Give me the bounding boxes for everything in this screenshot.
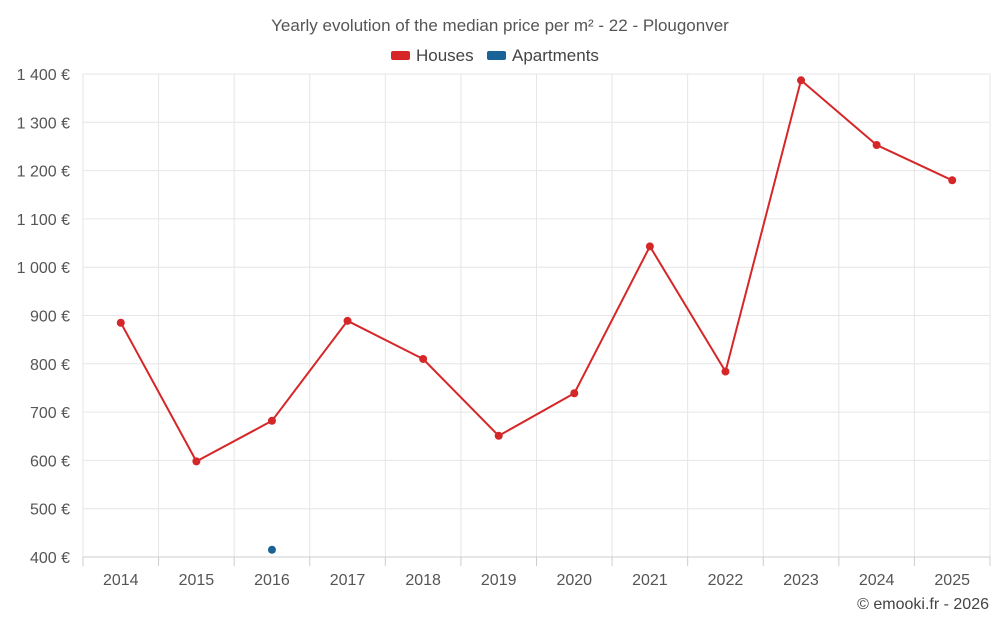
x-tick-label: 2020 <box>556 572 592 589</box>
legend-label-houses: Houses <box>416 46 474 65</box>
y-tick-label: 800 € <box>30 357 70 374</box>
data-point-houses[interactable] <box>570 389 579 398</box>
y-tick-label: 400 € <box>30 550 70 567</box>
x-tick-label: 2024 <box>859 572 895 589</box>
y-tick-label: 1 400 € <box>17 67 70 84</box>
chart-title: Yearly evolution of the median price per… <box>271 16 729 35</box>
x-tick-label: 2025 <box>934 572 970 589</box>
x-tick-label: 2017 <box>330 572 366 589</box>
x-tick-label: 2014 <box>103 572 139 589</box>
data-point-houses[interactable] <box>721 367 730 376</box>
x-axis: 2014 2015 2016 2017 2018 2019 2020 2021 2022 2023… <box>82 556 991 589</box>
y-tick-label: 1 200 € <box>17 164 70 181</box>
legend: Houses Apartments <box>391 46 599 65</box>
x-tick-label: 2016 <box>254 572 290 589</box>
data-point-houses[interactable] <box>948 176 957 185</box>
data-point-houses[interactable] <box>343 316 352 325</box>
data-point-houses[interactable] <box>419 354 428 363</box>
series-line-houses <box>119 79 953 463</box>
y-tick-label: 700 € <box>30 405 70 422</box>
y-tick-label: 500 € <box>30 502 70 519</box>
data-point-apartments[interactable] <box>267 545 276 554</box>
y-tick-label: 1 100 € <box>17 212 70 229</box>
x-tick-label: 2018 <box>405 572 441 589</box>
x-tick-label: 2021 <box>632 572 668 589</box>
data-point-houses[interactable] <box>494 431 503 440</box>
x-tick-label: 2022 <box>708 572 744 589</box>
legend-swatch-apartments <box>487 51 506 60</box>
y-tick-label: 900 € <box>30 309 70 326</box>
series <box>116 76 957 554</box>
legend-label-apartments: Apartments <box>512 46 599 65</box>
data-point-houses[interactable] <box>872 141 881 150</box>
data-point-houses[interactable] <box>797 76 806 85</box>
credit-text: © emooki.fr - 2026 <box>857 596 989 613</box>
legend-item-houses[interactable]: Houses <box>391 46 474 65</box>
data-point-houses[interactable] <box>116 318 125 327</box>
data-point-houses[interactable] <box>192 457 201 466</box>
y-tick-label: 1 000 € <box>17 260 70 277</box>
y-tick-label: 600 € <box>30 453 70 470</box>
data-point-houses[interactable] <box>645 242 654 251</box>
legend-swatch-houses <box>391 51 410 60</box>
data-point-houses[interactable] <box>267 416 276 425</box>
grid <box>82 73 991 557</box>
x-tick-label: 2023 <box>783 572 819 589</box>
x-tick-label: 2019 <box>481 572 517 589</box>
legend-item-apartments[interactable]: Apartments <box>487 46 599 65</box>
x-tick-label: 2015 <box>179 572 215 589</box>
y-axis: 400 € 500 € 600 € 700 € 800 € 900 € 1 000 € 1 1… <box>17 67 70 567</box>
y-tick-label: 1 300 € <box>17 115 70 132</box>
